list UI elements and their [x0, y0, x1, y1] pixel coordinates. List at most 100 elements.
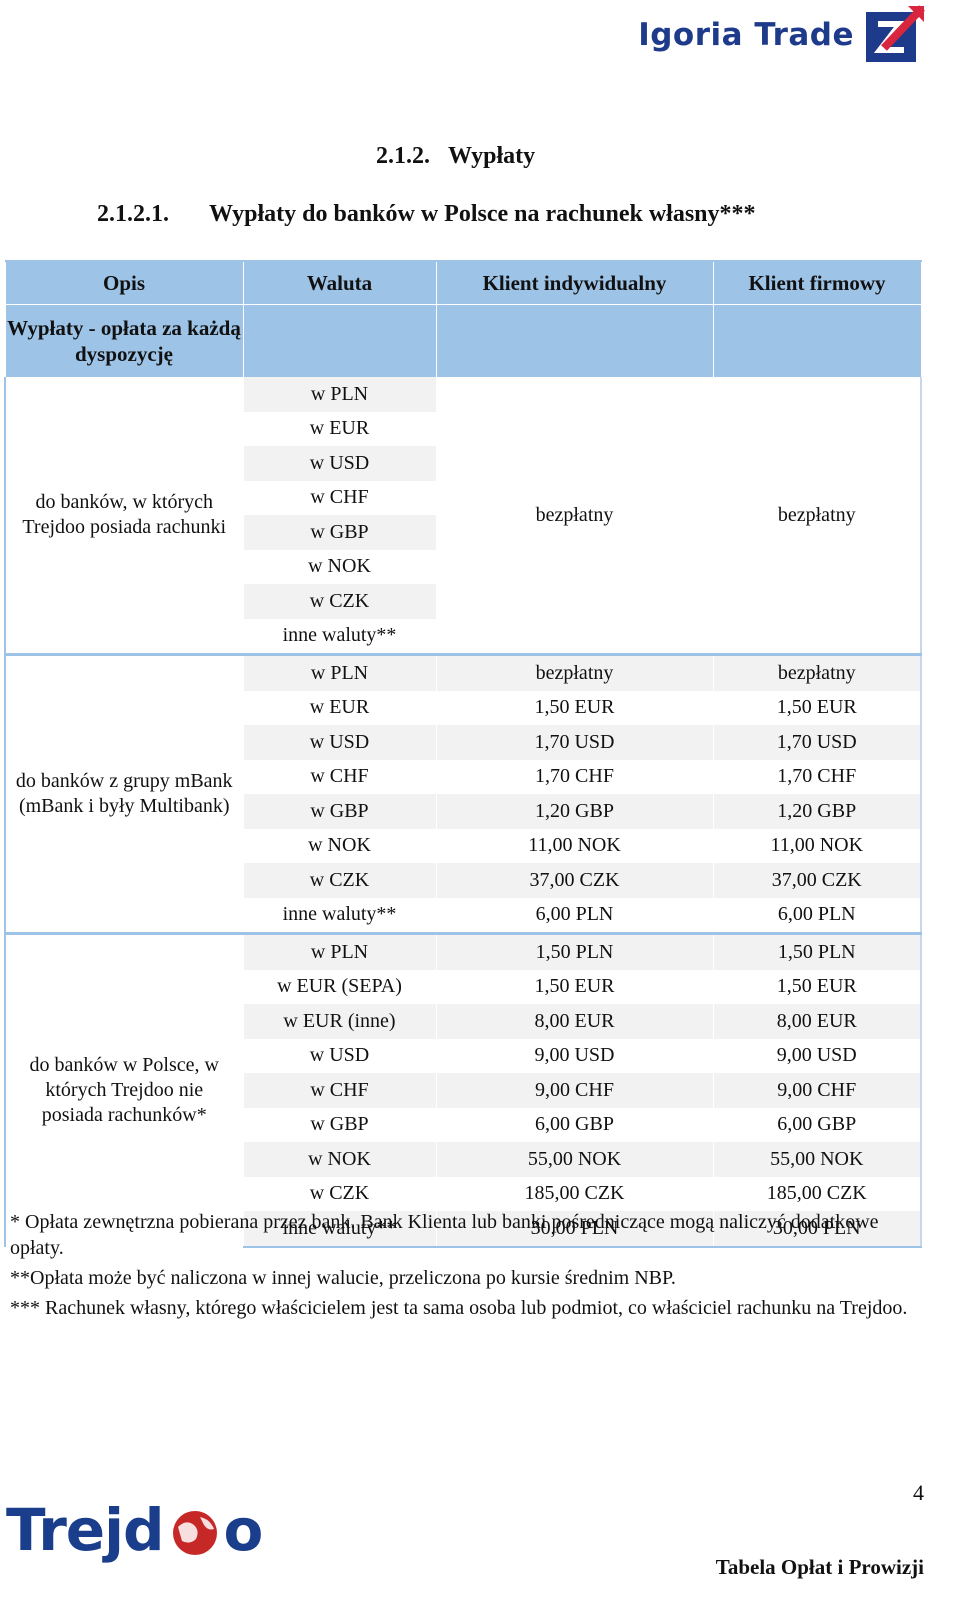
table-row: w USD 1,70 USD 1,70 USD [5, 725, 922, 760]
currency-cell: w USD [242, 1038, 437, 1073]
business-fee-cell: 1,20 GBP [712, 794, 922, 829]
table-row: w NOK 55,00 NOK 55,00 NOK [5, 1142, 922, 1177]
individual-fee-cell: 9,00 USD [435, 1038, 714, 1073]
currency-cell: w CZK [242, 863, 437, 898]
individual-fee-cell: 1,20 GBP [435, 794, 714, 829]
currency-cell: w USD [242, 446, 437, 481]
table-row: do banków w Polsce, w których Trejdoo ni… [4, 932, 922, 1247]
column-header-individual-client: Klient indywidualny [435, 260, 714, 305]
individual-fee-merged-cell: bezpłatny [435, 377, 714, 655]
table-row: w EUR [5, 411, 921, 446]
igoria-trade-logo: Igoria Trade [638, 4, 926, 66]
currency-cell: w EUR (inne) [242, 1004, 437, 1039]
table-row: w GBP 6,00 GBP 6,00 GBP [5, 1107, 922, 1142]
igoria-trade-wordmark: Igoria Trade [638, 17, 854, 53]
table-row: w EUR (inne) 8,00 EUR 8,00 EUR [5, 1004, 922, 1039]
currency-cell: w GBP [242, 1107, 437, 1142]
currency-cell: w NOK [242, 1142, 437, 1177]
individual-fee-cell: 55,00 NOK [435, 1142, 714, 1177]
individual-fee-cell: bezpłatny [435, 653, 714, 691]
individual-fee-cell: 1,50 EUR [435, 690, 714, 725]
table-row: w CZK [5, 584, 921, 619]
currency-cell: w NOK [242, 549, 437, 584]
table-row: w GBP [5, 515, 921, 550]
individual-fee-cell: 8,00 EUR [435, 1004, 714, 1039]
table-subheader-row: Wypłaty - opłata za każdą dyspozycję [4, 304, 922, 377]
individual-fee-cell: 37,00 CZK [435, 863, 714, 898]
individual-fee-cell: 185,00 CZK [435, 1176, 714, 1211]
business-fee-cell: 1,50 EUR [712, 690, 922, 725]
currency-cell: w CHF [242, 1073, 437, 1108]
trejdoo-wordmark: Trejd [6, 1496, 165, 1564]
business-fee-cell: 1,50 EUR [712, 969, 922, 1004]
business-fee-cell: 55,00 NOK [712, 1142, 922, 1177]
footnotes: * Opłata zewnętrzna pobierana przez bank… [10, 1209, 910, 1321]
business-fee-cell: 1,70 CHF [712, 759, 922, 794]
business-fee-cell: 37,00 CZK [712, 863, 922, 898]
table-header-row: Opis Waluta Klient indywidualny Klient f… [4, 260, 922, 305]
currency-cell: w GBP [242, 515, 437, 550]
column-header-business-client: Klient firmowy [712, 260, 922, 305]
currency-cell: w PLN [242, 377, 437, 412]
table-row: w CZK 185,00 CZK 185,00 CZK [5, 1176, 922, 1211]
business-fee-merged-cell: bezpłatny [712, 377, 922, 655]
group-description: do banków z grupy mBank (mBank i były Mu… [4, 653, 244, 934]
currency-cell: w NOK [242, 828, 437, 863]
individual-fee-cell: 9,00 CHF [435, 1073, 714, 1108]
business-fee-cell: 9,00 CHF [712, 1073, 922, 1108]
business-fee-cell: bezpłatny [712, 653, 922, 691]
business-fee-cell: 9,00 USD [712, 1038, 922, 1073]
section-number: 2.1.2. [376, 143, 430, 169]
trejdoo-globe-icon [172, 1511, 217, 1555]
business-fee-cell: 11,00 NOK [712, 828, 922, 863]
currency-cell: w CHF [242, 480, 437, 515]
withdrawal-fee-table: Opis Waluta Klient indywidualny Klient f… [4, 260, 922, 1248]
subsection-number: 2.1.2.1. [97, 201, 169, 227]
currency-cell: w EUR [242, 690, 437, 725]
footnote-own-account: *** Rachunek własny, którego właściciele… [10, 1297, 908, 1319]
individual-fee-cell: 11,00 NOK [435, 828, 714, 863]
footnote-other-currency: **Opłata może być naliczona w innej walu… [10, 1267, 676, 1289]
currency-cell: inne waluty** [242, 1211, 437, 1248]
individual-fee-cell: 1,70 CHF [435, 759, 714, 794]
business-fee-cell: 30,00 PLN [712, 1211, 922, 1248]
currency-cell: w EUR [242, 411, 437, 446]
table-row: inne waluty** 6,00 PLN 6,00 PLN [5, 897, 922, 934]
table-row: w NOK [5, 549, 921, 584]
page-number: 4 [913, 1480, 924, 1505]
currency-cell: w CZK [242, 584, 437, 619]
currency-cell: w CHF [242, 759, 437, 794]
business-fee-cell: 6,00 GBP [712, 1107, 922, 1142]
table-row: inne waluty** [5, 618, 921, 655]
trejdoo-logo: Trejd o [6, 1496, 264, 1564]
footnote-external-fee: * Opłata zewnętrzna pobierana przez bank… [10, 1211, 879, 1259]
group-description: do banków w Polsce, w których Trejdoo ni… [4, 932, 244, 1247]
group-description: do banków, w których Trejdoo posiada rac… [4, 377, 244, 655]
individual-fee-cell: 6,00 PLN [435, 897, 714, 934]
document-title: Tabela Opłat i Prowizji [715, 1555, 924, 1579]
table-row: w CHF 1,70 CHF 1,70 CHF [5, 759, 922, 794]
trejdoo-wordmark-tail: o [223, 1496, 264, 1564]
column-header-currency: Waluta [242, 260, 437, 305]
business-fee-cell: 1,50 PLN [712, 932, 922, 970]
subheader-label: Wypłaty - opłata za każdą dyspozycję [4, 304, 244, 377]
currency-cell: w CZK [242, 1176, 437, 1211]
table-row: w USD 9,00 USD 9,00 USD [5, 1038, 922, 1073]
table-row: w EUR 1,50 EUR 1,50 EUR [5, 690, 922, 725]
igoria-trade-mark-icon [866, 5, 925, 62]
business-fee-cell: 1,70 USD [712, 725, 922, 760]
currency-cell: w PLN [242, 932, 437, 970]
currency-cell: inne waluty** [242, 897, 437, 934]
currency-cell: w GBP [242, 794, 437, 829]
table-row: w USD [5, 446, 921, 481]
subsection-title: Wypłaty do banków w Polsce na rachunek w… [209, 201, 756, 227]
table-row: w EUR (SEPA) 1,50 EUR 1,50 EUR [5, 969, 922, 1004]
currency-cell: w PLN [242, 653, 437, 691]
individual-fee-cell: 1,70 USD [435, 725, 714, 760]
table-row: w GBP 1,20 GBP 1,20 GBP [5, 794, 922, 829]
section-title: Wypłaty [448, 143, 536, 169]
currency-cell: w EUR (SEPA) [242, 969, 437, 1004]
business-fee-cell: 185,00 CZK [712, 1176, 922, 1211]
section-heading: 2.1.2. Wypłaty [376, 143, 535, 170]
business-fee-cell: 6,00 PLN [712, 897, 922, 934]
